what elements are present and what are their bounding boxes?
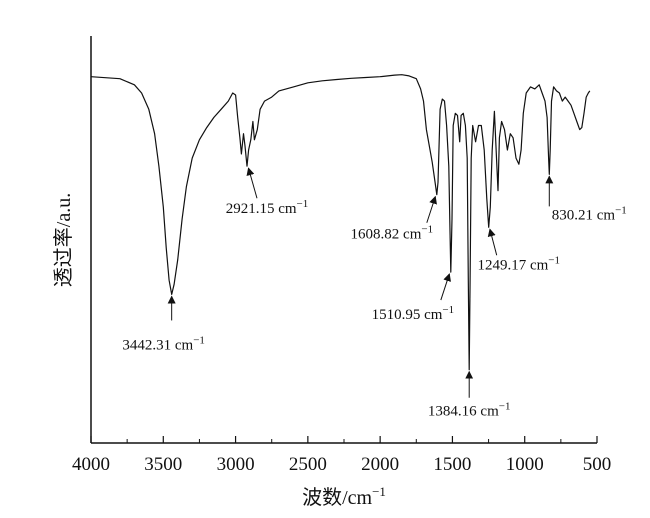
annotation-arrow xyxy=(426,195,437,223)
x-tick-label: 2000 xyxy=(361,454,399,475)
axes: 4000 3500 3000 2500 2000 1500 1000 500 xyxy=(72,36,611,475)
x-tick-label: 3500 xyxy=(144,454,182,475)
peak-annotations: 3442.31 cm−1 2921.15 cm−1 1608.82 cm−1 1510… xyxy=(122,167,627,420)
x-ticks: 4000 3500 3000 2500 2000 1500 1000 500 xyxy=(72,436,611,475)
annotation-label: 830.21 cm−1 xyxy=(552,204,627,223)
annotation-label: 1249.17 cm−1 xyxy=(477,254,560,273)
series-line-spectrum xyxy=(90,74,591,371)
y-axis-title: 透过率/a.u. xyxy=(52,193,75,287)
x-tick-label: 1500 xyxy=(433,454,471,475)
x-tick-label: 1000 xyxy=(506,454,544,475)
x-tick-label: 2500 xyxy=(289,454,327,475)
annotation-arrow xyxy=(246,167,258,199)
annotation-label: 1384.16 cm−1 xyxy=(428,401,511,420)
x-tick-label: 3000 xyxy=(217,454,255,475)
x-tick-label: 500 xyxy=(583,454,612,475)
annotation-arrow xyxy=(440,273,451,301)
annotation-label: 1608.82 cm−1 xyxy=(351,224,434,243)
annotation-arrow xyxy=(487,228,498,256)
annotation-label: 2921.15 cm−1 xyxy=(226,198,309,217)
annotation-label: 1510.95 cm−1 xyxy=(372,304,455,323)
annotation-label: 3442.31 cm−1 xyxy=(122,334,205,353)
x-axis-title: 波数/cm−1 xyxy=(302,484,386,509)
x-tick-label: 4000 xyxy=(72,454,110,475)
